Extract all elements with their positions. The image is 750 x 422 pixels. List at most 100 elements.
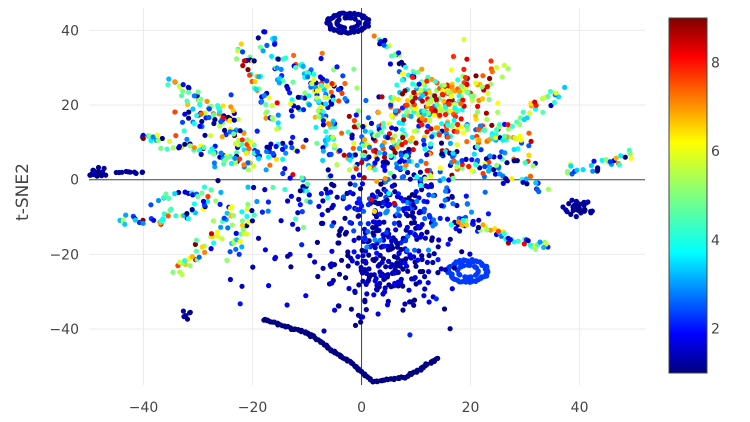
data-point (197, 102, 203, 108)
data-point (474, 157, 481, 163)
data-point (232, 155, 238, 161)
data-point (363, 97, 369, 104)
data-point (483, 110, 489, 116)
data-point (195, 193, 201, 200)
data-point (348, 306, 354, 312)
data-point (454, 142, 460, 148)
data-point (215, 233, 221, 239)
data-point (422, 215, 428, 222)
data-point (501, 231, 507, 237)
data-point (180, 82, 186, 88)
data-point (375, 311, 381, 317)
data-point (233, 230, 239, 236)
data-point (493, 65, 500, 71)
data-point (381, 154, 388, 160)
data-point (241, 58, 247, 64)
data-point (234, 56, 240, 62)
data-point (452, 113, 459, 120)
data-point (509, 123, 515, 129)
data-point (299, 242, 305, 248)
data-point (473, 80, 479, 86)
data-point (360, 253, 366, 259)
data-point (196, 147, 202, 153)
data-point (372, 199, 378, 205)
data-point (394, 255, 400, 261)
data-point (568, 211, 574, 217)
data-point (200, 198, 207, 204)
data-point (382, 37, 388, 44)
data-point (466, 274, 472, 280)
data-point (307, 253, 313, 259)
data-point (319, 212, 325, 218)
data-point (218, 224, 224, 230)
data-point (400, 71, 406, 77)
data-point (320, 118, 326, 124)
data-point (184, 136, 190, 142)
data-point (486, 168, 492, 174)
data-point (490, 167, 497, 173)
data-point (539, 96, 546, 102)
data-point (431, 251, 437, 257)
data-point (355, 108, 361, 114)
data-point (525, 238, 531, 244)
data-point (319, 50, 325, 56)
data-point (197, 123, 203, 129)
data-point (356, 145, 362, 152)
data-point (420, 268, 426, 275)
data-point (485, 269, 491, 275)
colorbar-tick-labels: 2 4 6 8 (711, 55, 720, 337)
data-point (334, 64, 340, 70)
data-point (526, 143, 532, 149)
data-point (318, 220, 325, 226)
data-point (348, 15, 354, 21)
data-point (172, 79, 178, 85)
data-point (345, 263, 351, 269)
data-point (347, 181, 353, 187)
data-point (359, 247, 365, 253)
data-point (428, 173, 434, 179)
x-tick-label: 40 (571, 400, 589, 416)
data-point (431, 112, 437, 118)
data-point (361, 208, 367, 214)
data-point (451, 158, 457, 164)
data-point (433, 125, 439, 131)
data-point (479, 84, 485, 90)
data-point (400, 283, 406, 289)
data-point (193, 248, 199, 254)
data-point (187, 143, 193, 149)
data-point (187, 309, 193, 315)
data-point (328, 89, 334, 95)
data-point (337, 148, 343, 154)
data-point (401, 113, 407, 119)
data-point (486, 96, 492, 103)
data-point (484, 84, 490, 90)
data-point (415, 257, 421, 263)
data-point (227, 118, 233, 124)
data-point (379, 143, 385, 149)
data-point (94, 169, 100, 175)
data-point (399, 127, 405, 133)
data-point (352, 152, 358, 158)
data-point (411, 89, 417, 96)
data-point (411, 297, 418, 303)
data-point (355, 312, 362, 318)
data-point (507, 237, 513, 243)
data-point (351, 249, 357, 255)
data-point (323, 186, 329, 192)
data-point (524, 115, 530, 121)
data-point (404, 224, 410, 230)
data-point (455, 121, 461, 128)
data-point (336, 240, 342, 246)
colorbar-tick-label: 4 (711, 233, 720, 249)
data-point (179, 119, 186, 125)
data-point (422, 286, 428, 292)
data-point (410, 147, 416, 153)
data-point (381, 42, 387, 48)
data-point (419, 187, 425, 193)
data-point (236, 251, 242, 257)
data-point (191, 93, 197, 99)
data-point (89, 171, 95, 178)
data-point (419, 256, 425, 263)
data-point (206, 106, 212, 112)
data-point (255, 235, 262, 241)
